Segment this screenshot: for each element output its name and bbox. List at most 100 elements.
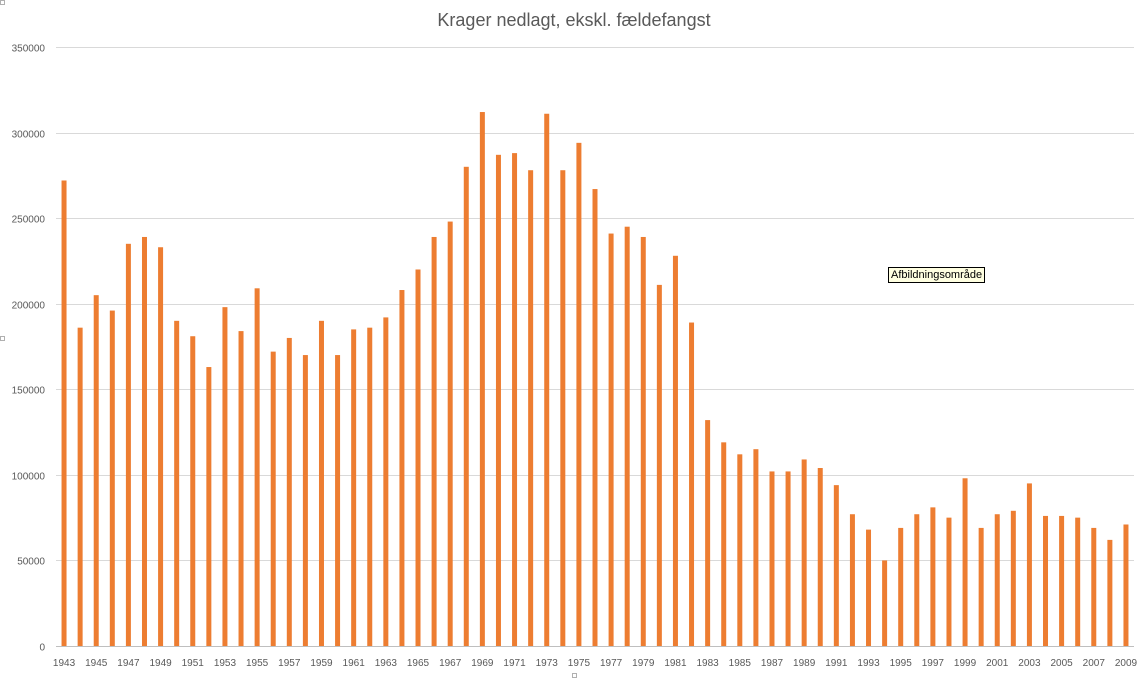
bar (1075, 517, 1081, 646)
x-tick-label: 1975 (568, 658, 591, 669)
x-tick-label: 2009 (1115, 658, 1138, 669)
bar (801, 459, 807, 646)
plot-area-tooltip: Afbildningsområde (888, 267, 986, 283)
bar (1107, 539, 1113, 646)
bar (608, 233, 614, 647)
x-tick-label: 1979 (632, 658, 655, 669)
bar (61, 180, 67, 647)
bar (463, 166, 469, 647)
x-tick-label: 1963 (375, 658, 398, 669)
x-tick-label: 1967 (439, 658, 462, 669)
x-tick-label: 1991 (825, 658, 848, 669)
x-tick-label: 1949 (149, 658, 172, 669)
bar (560, 170, 566, 646)
x-tick-label: 2005 (1050, 658, 1073, 669)
bar (141, 236, 147, 646)
bar (415, 269, 421, 646)
bar (335, 355, 341, 646)
bar (479, 112, 485, 646)
x-axis-ticks: 1943 1945 1947 1949 1951 1953 1955 1957 1959 1961… (53, 658, 1138, 669)
x-tick-label: 1965 (407, 658, 430, 669)
x-tick-label: 1981 (664, 658, 687, 669)
bar (206, 367, 212, 646)
y-tick-label: 300000 (12, 130, 46, 141)
x-tick-label: 1985 (729, 658, 752, 669)
x-tick-label: 1997 (922, 658, 945, 669)
x-tick-label: 1971 (503, 658, 526, 669)
chart-title: Krager nedlagt, ekskl. fældefangst (437, 10, 710, 30)
x-tick-label: 1977 (600, 658, 623, 669)
bar (624, 226, 630, 646)
bar (351, 329, 357, 646)
bar (1091, 527, 1097, 646)
bar (817, 468, 823, 646)
bar (592, 189, 598, 647)
bar (866, 529, 872, 646)
bar (254, 288, 260, 646)
bar (785, 471, 791, 646)
y-tick-label: 200000 (12, 301, 46, 312)
x-tick-label: 1945 (85, 658, 108, 669)
bar (125, 243, 131, 646)
x-tick-label: 1973 (536, 658, 559, 669)
bar (962, 478, 968, 646)
bar (238, 331, 244, 646)
x-tick-label: 1995 (890, 658, 913, 669)
bar (447, 221, 453, 646)
bar (109, 310, 115, 646)
x-tick-label: 1943 (53, 658, 76, 669)
bar (158, 247, 164, 647)
bar (190, 336, 196, 646)
resize-handle-bottom[interactable] (572, 673, 577, 678)
y-tick-label: 250000 (12, 215, 46, 226)
y-axis-ticks: 0 50000 100000 150000 200000 250000 300000 3500… (12, 44, 46, 654)
x-tick-label: 1983 (697, 658, 720, 669)
bar (1026, 483, 1032, 646)
bars (61, 112, 1129, 647)
resize-handle-left[interactable] (0, 336, 5, 341)
bar (576, 142, 582, 646)
bar (528, 170, 534, 646)
bar (1059, 515, 1065, 646)
x-tick-label: 1987 (761, 658, 784, 669)
bar (174, 320, 180, 646)
bar (994, 514, 1000, 646)
bar (399, 290, 405, 646)
x-tick-label: 2003 (1018, 658, 1041, 669)
x-tick-label: 1959 (310, 658, 333, 669)
bar (367, 327, 373, 646)
x-tick-label: 1957 (278, 658, 301, 669)
bar (849, 514, 855, 646)
bar (1123, 524, 1129, 646)
x-tick-label: 1969 (471, 658, 494, 669)
x-tick-label: 1961 (343, 658, 366, 669)
resize-handle-top-left[interactable] (0, 0, 5, 5)
bar (93, 295, 99, 646)
bar (689, 322, 695, 646)
bar (656, 284, 662, 646)
y-tick-label: 0 (39, 643, 45, 654)
y-tick-label: 50000 (17, 557, 45, 568)
bar (930, 507, 936, 646)
bar (544, 113, 550, 646)
x-tick-label: 1953 (214, 658, 237, 669)
x-tick-label: 2001 (986, 658, 1009, 669)
bar (946, 517, 952, 646)
x-tick-label: 1951 (182, 658, 205, 669)
bar (1010, 510, 1016, 646)
bar (286, 337, 292, 646)
bar (769, 471, 775, 646)
y-tick-label: 100000 (12, 472, 46, 483)
bar (495, 154, 501, 646)
bar (914, 514, 920, 646)
x-tick-label: 1999 (954, 658, 977, 669)
bar (898, 527, 904, 646)
x-tick-label: 1955 (246, 658, 269, 669)
bar (318, 320, 324, 646)
bar (833, 485, 839, 646)
bar (705, 420, 711, 646)
bar (882, 560, 888, 646)
bar (431, 236, 437, 646)
